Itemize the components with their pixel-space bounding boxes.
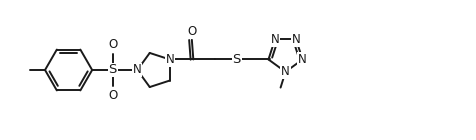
Text: N: N — [165, 53, 174, 66]
Text: O: O — [108, 88, 118, 102]
Text: N: N — [292, 33, 300, 46]
Text: O: O — [187, 25, 197, 38]
Text: O: O — [108, 38, 118, 52]
Text: S: S — [109, 64, 117, 76]
Text: S: S — [232, 53, 241, 66]
Text: N: N — [281, 65, 290, 78]
Text: N: N — [133, 64, 142, 76]
Text: N: N — [270, 33, 279, 46]
Text: N: N — [298, 53, 307, 66]
Text: N: N — [133, 64, 142, 76]
